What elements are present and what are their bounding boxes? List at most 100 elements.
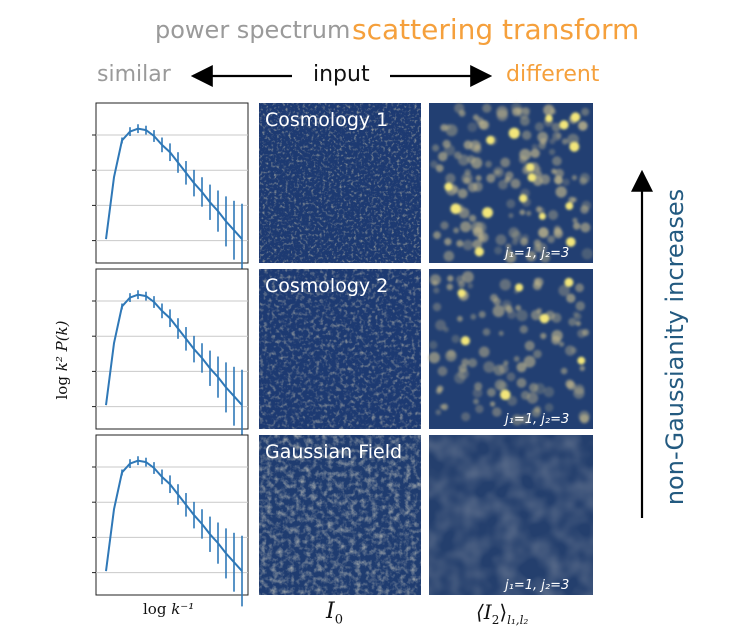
scatter-peak <box>570 112 581 122</box>
scatter-blob <box>519 325 528 334</box>
scatter-blob <box>496 169 502 175</box>
scatter-peak <box>577 356 586 365</box>
scatter-blob <box>524 340 535 351</box>
scatter-blob <box>575 320 581 327</box>
scatter-blob <box>443 250 455 262</box>
scatter-blob <box>494 246 503 255</box>
scatter-peak <box>486 135 495 145</box>
scatter-column-indices: l₁,l₂ <box>507 613 529 627</box>
scatter-blob <box>577 121 588 131</box>
scatter-peak <box>527 173 536 182</box>
scatter-blob <box>562 178 570 186</box>
scatter-peak <box>450 203 462 215</box>
scatter-blob <box>436 385 444 392</box>
scatter-blob <box>493 297 501 306</box>
spectrum-line <box>105 127 243 240</box>
spectrum-plot-frame <box>95 268 249 430</box>
scatter-peak <box>444 182 453 191</box>
scatter-blob <box>451 186 459 194</box>
scatter-blob <box>531 408 541 418</box>
scatter-blob <box>510 178 521 189</box>
x-axis-log: log <box>143 600 167 618</box>
scatter-label-2: j₁=1, j₂=3 <box>503 412 569 427</box>
scatter-peak <box>519 194 528 203</box>
scatter-blob <box>508 227 520 238</box>
scatter-blob <box>508 213 514 219</box>
scatter-blob <box>506 372 516 382</box>
scatter-blob <box>446 283 454 291</box>
scatter-peak <box>474 247 484 257</box>
scatter-blob <box>574 312 582 321</box>
scatter-blob <box>573 387 585 399</box>
row-title-1: Cosmology 1 <box>265 109 388 131</box>
scatter-blob <box>429 340 438 350</box>
scatter-blob <box>540 137 547 145</box>
scatter-blob <box>458 280 466 288</box>
scatter-blob <box>445 350 457 362</box>
input-column-sub: 0 <box>334 612 343 628</box>
scatter-blob <box>453 227 459 234</box>
scatter-blob <box>554 168 564 179</box>
scatter-blob <box>483 361 495 373</box>
scatter-blob <box>572 217 578 223</box>
scatter-blob <box>500 157 511 168</box>
scatter-blob <box>511 414 523 426</box>
scatter-blob <box>475 221 487 234</box>
scatter-blob <box>445 173 456 184</box>
scatter-blob <box>447 275 454 282</box>
scatter-blob <box>472 181 483 192</box>
scatter-blob <box>544 403 554 412</box>
scatter-column-sub: 2 <box>491 613 500 627</box>
scatter-column-close: ⟩ <box>499 600 508 624</box>
scatter-blob <box>467 283 474 289</box>
scatter-blob <box>499 364 509 374</box>
scatter-blob <box>549 138 556 145</box>
scatter-blob <box>575 283 584 293</box>
different-label: different <box>506 62 600 87</box>
scatter-blob <box>578 410 590 422</box>
scatter-blob <box>581 248 593 260</box>
scatter-blob <box>462 239 474 251</box>
scatter-blob <box>440 124 448 132</box>
scatter-blob <box>538 227 549 238</box>
similar-label: similar <box>97 62 171 87</box>
scatter-blob <box>516 362 527 373</box>
scatter-blob <box>470 313 477 320</box>
scatter-blob <box>534 170 543 178</box>
scatter-blob <box>573 222 581 230</box>
scatter-blob <box>458 154 470 166</box>
scatter-blob <box>498 381 509 392</box>
scatter-blob <box>428 351 440 364</box>
scatter-blob <box>468 358 478 368</box>
scatter-blob <box>433 287 440 294</box>
power-spectrum-heading: power spectrum <box>155 16 351 44</box>
scatter-blob <box>565 345 576 356</box>
scatter-column-label: ⟨I2⟩l₁,l₂ <box>476 600 528 627</box>
scatter-blob <box>551 335 561 345</box>
scatter-blob <box>519 209 526 216</box>
input-column-label: I0 <box>326 599 343 627</box>
scatter-blob <box>490 401 496 407</box>
scatter-blob <box>499 279 511 291</box>
scatter-blob <box>456 240 464 247</box>
scatter-blob <box>457 315 463 322</box>
scattering-transform-heading: scattering transform <box>352 13 640 46</box>
scatter-blob <box>472 239 483 249</box>
input-field-2 <box>259 269 421 429</box>
scatter-field-1 <box>429 102 593 264</box>
scatter-blob <box>492 407 502 417</box>
scatter-blob <box>445 124 458 137</box>
scatter-blob <box>506 199 516 209</box>
scatter-peak <box>515 283 524 292</box>
scatter-peak <box>508 127 520 139</box>
y-axis-log: log <box>53 376 71 400</box>
scatter-blob <box>532 281 542 290</box>
scatter-blob <box>515 107 523 115</box>
y-axis-label: log k² P(k) <box>53 321 71 400</box>
row-title-3: Gaussian Field <box>265 441 402 463</box>
scatter-blob <box>472 114 479 121</box>
scatter-peak <box>482 207 493 219</box>
scatter-peak <box>545 114 553 123</box>
scatter-blob <box>525 250 537 262</box>
scatter-blob <box>429 274 441 286</box>
